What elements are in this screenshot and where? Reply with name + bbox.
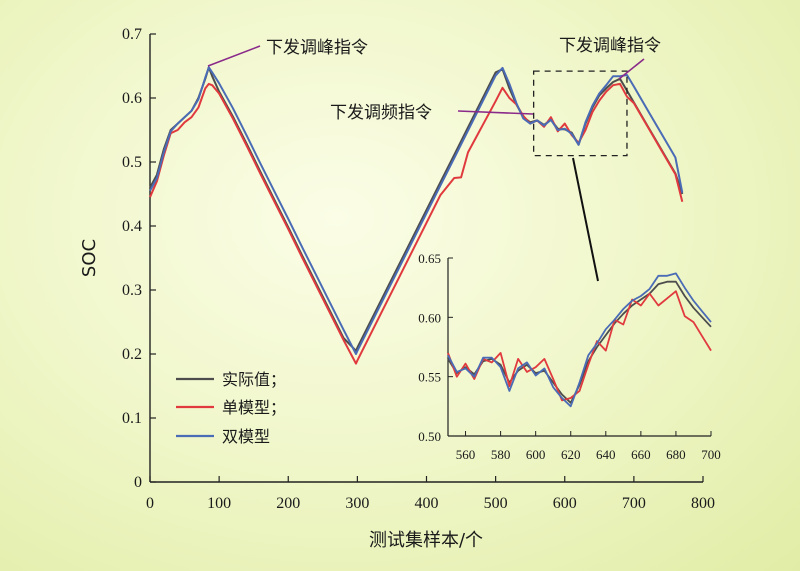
legend: 实际值； 单模型； 双模型 [176, 370, 286, 446]
x-tick-label: 300 [345, 495, 369, 512]
annotation-leader-line [207, 45, 261, 67]
inset-x-tick-label: 580 [491, 447, 511, 462]
inset-series-line [447, 272, 712, 408]
x-tick-label: 600 [553, 495, 577, 512]
x-tick-label: 0 [146, 495, 154, 512]
inset-x-tick-label: 600 [526, 447, 546, 462]
inset-plot: 560 580 600 620 640 660 680 700 0.50 0.55 0.60 0.65 [418, 157, 721, 462]
inset-y-tick-label: 0.55 [418, 370, 441, 385]
x-tick-label: 400 [415, 495, 439, 512]
y-tick-label: 0.4 [122, 218, 142, 235]
annotation-label: 下发调峰指令 [559, 36, 661, 56]
zoom-box [532, 70, 628, 157]
annotation-label: 下发调峰指令 [266, 38, 368, 58]
y-tick-label: 0.6 [122, 90, 142, 107]
x-tick-label: 500 [484, 495, 508, 512]
inset-x-tick-label: 660 [631, 447, 651, 462]
series-line [149, 82, 684, 365]
x-axis-title: 测试集样本/个 [369, 530, 483, 551]
annotation-leader-line [457, 110, 534, 115]
inset-series-line [447, 290, 712, 402]
inset-x-tick-label: 680 [666, 447, 686, 462]
y-tick-label: 0.7 [122, 26, 142, 43]
x-tick-label: 800 [691, 495, 715, 512]
legend-label: 双模型 [222, 427, 270, 446]
legend-label: 实际值； [222, 370, 286, 389]
inset-x-tick-label: 620 [561, 447, 581, 462]
annotation-label: 下发调频指令 [330, 103, 432, 123]
x-tick-label: 200 [276, 495, 300, 512]
y-tick-label: 0 [134, 474, 142, 491]
annotation-leader-line [618, 58, 645, 80]
y-tick-label: 0.2 [122, 346, 142, 363]
inset-x-tick-label: 560 [456, 447, 476, 462]
y-tick-label: 0.3 [122, 282, 142, 299]
x-tick-label: 700 [622, 495, 646, 512]
inset-x-tick-label: 700 [701, 447, 721, 462]
inset-x-tick-label: 640 [596, 447, 616, 462]
inset-y-tick-label: 0.50 [418, 429, 441, 444]
zoom-connector-line [572, 157, 599, 282]
legend-label: 单模型； [222, 398, 286, 417]
x-tick-label: 100 [207, 495, 231, 512]
y-tick-label: 0.1 [122, 410, 142, 427]
inset-y-tick-label: 0.65 [418, 251, 441, 266]
y-tick-label: 0.5 [122, 154, 142, 171]
main-plot: 0 100 200 300 400 500 600 700 800 0 0.1 0.2 0.3 0.4 0.… [122, 26, 715, 512]
inset-y-tick-label: 0.60 [418, 310, 441, 325]
series-line [149, 66, 684, 355]
y-axis-title: SOC [79, 239, 100, 277]
